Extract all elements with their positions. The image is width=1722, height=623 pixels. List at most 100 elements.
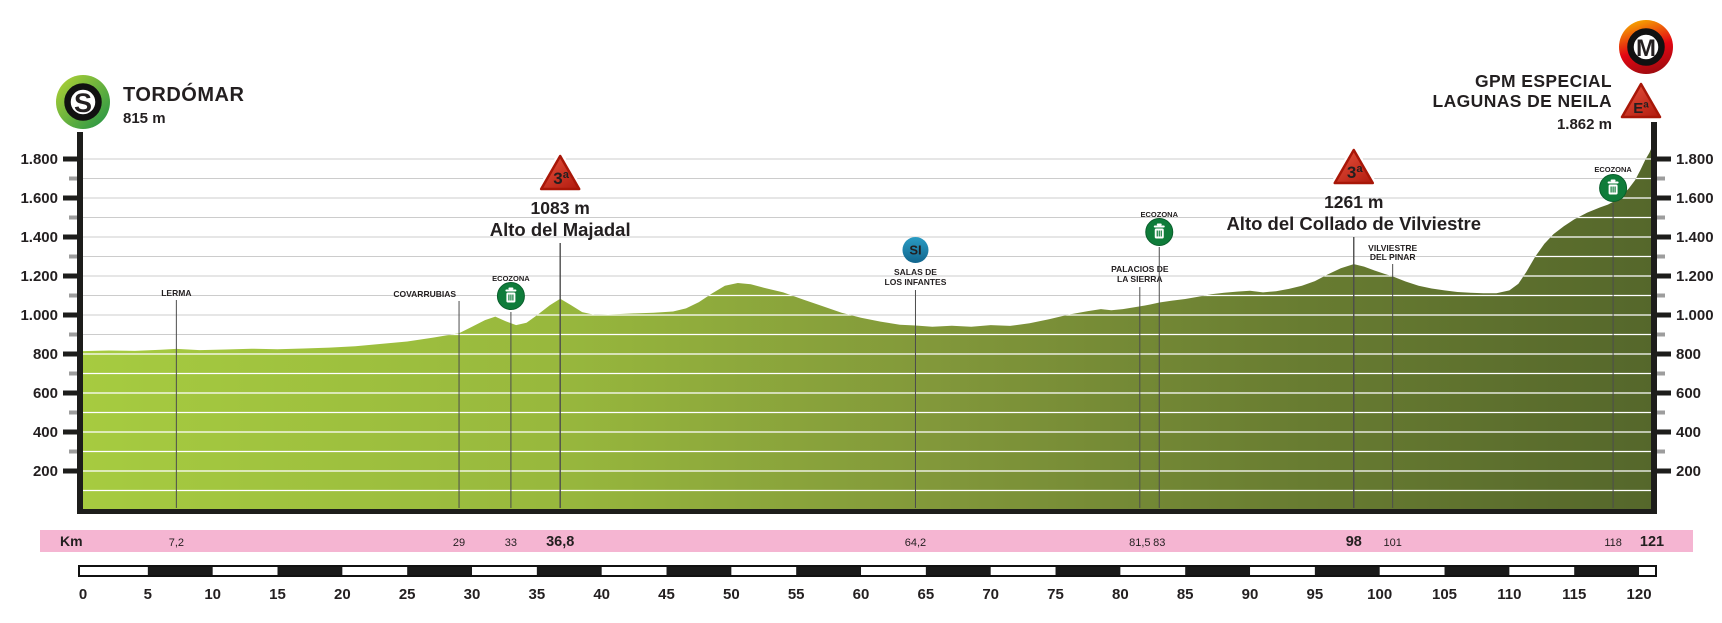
trash-icon bbox=[1610, 179, 1616, 182]
scale-bar-segment bbox=[796, 567, 862, 575]
tick-minor-right bbox=[1657, 371, 1665, 376]
climb-category-label: 3ª bbox=[553, 169, 569, 188]
climb-name-label: Alto del Majadal bbox=[490, 219, 631, 240]
marker-town: LERMA bbox=[161, 288, 191, 508]
y-tick-label-left: 1.000 bbox=[20, 307, 58, 324]
y-tick-label-right: 400 bbox=[1676, 424, 1701, 441]
scale-bar-label: 40 bbox=[593, 586, 610, 603]
scale-bar-segment bbox=[666, 567, 732, 575]
sprint-badge-label: SI bbox=[909, 243, 921, 258]
finish-title-line1: GPM ESPECIAL bbox=[1475, 71, 1612, 91]
tick-minor-left bbox=[69, 332, 77, 337]
trash-icon bbox=[1156, 223, 1162, 226]
scale-bar-segment bbox=[1314, 567, 1380, 575]
climb-elevation-label: 1261 m bbox=[1324, 192, 1383, 212]
y-tick-label-left: 200 bbox=[33, 463, 58, 480]
scale-bar-label: 5 bbox=[144, 586, 152, 603]
start-elevation: 815 m bbox=[123, 110, 166, 127]
tick-major-left bbox=[63, 390, 77, 396]
climb-elevation-label: 1083 m bbox=[531, 198, 590, 218]
sprint-circle bbox=[902, 237, 929, 263]
y-tick-label-left: 400 bbox=[33, 424, 58, 441]
y-tick-label-right: 200 bbox=[1676, 463, 1701, 480]
town-label: PALACIOS DE bbox=[1111, 264, 1169, 274]
distance-scale-bar: 0 5 10 15 20 25 30 35 40 45 50 55 60 65 70 75 80 85 90 95 10… bbox=[78, 565, 1657, 603]
tick-major-right bbox=[1657, 468, 1671, 474]
km-band-value: 36,8 bbox=[546, 534, 574, 550]
tick-minor-right bbox=[1657, 176, 1665, 181]
tick-major-right bbox=[1657, 390, 1671, 396]
trash-icon bbox=[1153, 225, 1165, 228]
scale-bar-label: 105 bbox=[1432, 586, 1457, 603]
town-label: VILVIESTRE bbox=[1368, 243, 1417, 253]
y-tick-label-left: 600 bbox=[33, 385, 58, 402]
scale-bar-label: 110 bbox=[1497, 586, 1521, 603]
town-label: LERMA bbox=[161, 288, 191, 298]
scale-bar-segment bbox=[1055, 567, 1121, 575]
tick-major-right bbox=[1657, 234, 1671, 240]
scale-bar-segment bbox=[407, 567, 473, 575]
scale-bar-segment bbox=[277, 567, 343, 575]
y-tick-label-right: 1.800 bbox=[1676, 151, 1714, 168]
scale-bar-label: 95 bbox=[1307, 586, 1324, 603]
marker-ecozona: ECOZONA bbox=[1141, 210, 1179, 508]
ecozona-label: ECOZONA bbox=[492, 274, 530, 283]
scale-bar-segment bbox=[1444, 567, 1510, 575]
scale-bar-segment bbox=[536, 567, 602, 575]
scale-bar-label: 20 bbox=[334, 586, 351, 603]
scale-bar-frame bbox=[78, 565, 1657, 577]
y-tick-label-right: 800 bbox=[1676, 346, 1701, 363]
y-tick-label-right: 1.600 bbox=[1676, 190, 1714, 207]
tick-major-right bbox=[1657, 273, 1671, 279]
tick-major-left bbox=[63, 234, 77, 240]
scale-bar-label: 35 bbox=[528, 586, 545, 603]
scale-bar-label: 85 bbox=[1177, 586, 1194, 603]
scale-bar-label: 65 bbox=[918, 586, 935, 603]
km-band-value: 121 bbox=[1640, 534, 1664, 550]
y-tick-label-right: 1.400 bbox=[1676, 229, 1714, 246]
km-band-value: 7,2 bbox=[169, 537, 184, 549]
km-band-value: 81,5 bbox=[1129, 537, 1150, 549]
km-band-unit-label: Km bbox=[60, 533, 83, 549]
tick-major-left bbox=[63, 429, 77, 435]
scale-bar-label: 0 bbox=[79, 586, 87, 603]
ecozona-label: ECOZONA bbox=[1594, 165, 1632, 174]
km-band-value: 33 bbox=[505, 537, 517, 549]
scale-bar-label: 15 bbox=[269, 586, 286, 603]
km-band-value: 98 bbox=[1346, 534, 1362, 550]
tick-minor-right bbox=[1657, 293, 1665, 298]
tick-major-right bbox=[1657, 312, 1671, 318]
tick-minor-left bbox=[69, 410, 77, 415]
y-axis-right bbox=[1651, 122, 1657, 514]
scale-bar-label: 10 bbox=[204, 586, 221, 603]
tick-major-left bbox=[63, 195, 77, 201]
scale-bar-label: 55 bbox=[788, 586, 805, 603]
axes: 1.800 1.800 1.600 1.600 1.400 1.400 1.200 1.200… bbox=[20, 122, 1714, 514]
start-badge-icon: S bbox=[74, 88, 92, 118]
tick-minor-left bbox=[69, 449, 77, 454]
trash-icon bbox=[508, 287, 514, 290]
y-tick-label-right: 1.000 bbox=[1676, 307, 1714, 324]
sprint-label: LOS INFANTES bbox=[885, 277, 947, 287]
km-band-value: 118 bbox=[1604, 537, 1622, 549]
ecozona-icon bbox=[1145, 218, 1174, 246]
tick-major-right bbox=[1657, 195, 1671, 201]
tick-minor-left bbox=[69, 293, 77, 298]
finish-badge-ring bbox=[1627, 28, 1665, 66]
tick-minor-right bbox=[1657, 254, 1665, 259]
km-band-bg bbox=[40, 530, 1693, 552]
finish-category-label: Eª bbox=[1633, 100, 1649, 117]
start-badge-ring bbox=[64, 83, 102, 121]
scale-bar-label: 25 bbox=[399, 586, 416, 603]
town-label: LA SIERRA bbox=[1117, 274, 1163, 284]
climb-name-label: Alto del Collado de Vilviestre bbox=[1226, 213, 1481, 234]
scale-bar-label: 120 bbox=[1627, 586, 1652, 603]
scale-bar-segment bbox=[1574, 567, 1640, 575]
scale-bar-segment bbox=[147, 567, 213, 575]
scale-bar-label: 115 bbox=[1562, 586, 1586, 603]
